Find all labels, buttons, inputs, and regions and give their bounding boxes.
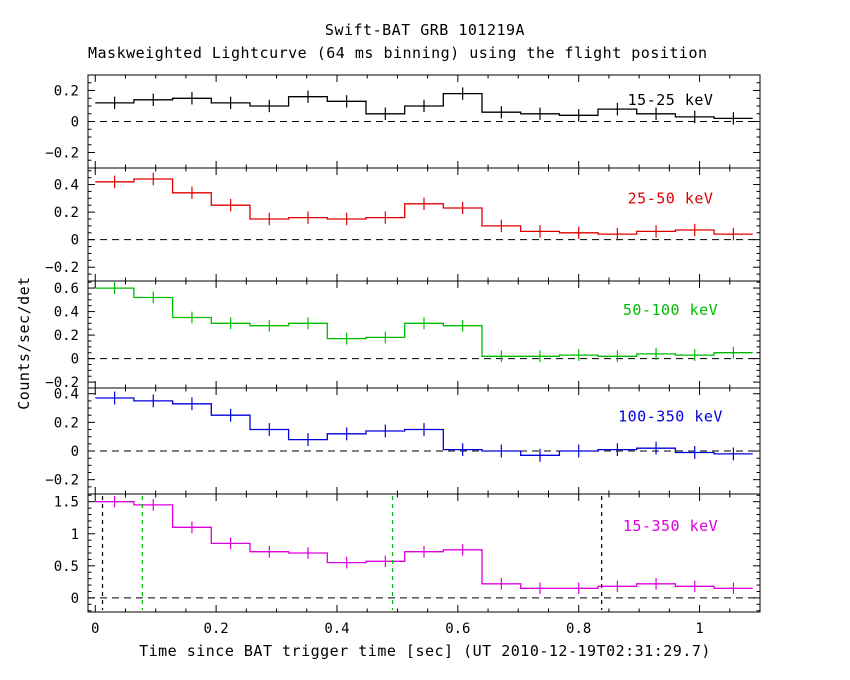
svg-text:0: 0	[71, 352, 79, 368]
svg-text:0.4: 0.4	[54, 178, 79, 194]
svg-text:0.4: 0.4	[54, 387, 79, 403]
svg-text:0.2: 0.2	[54, 328, 79, 344]
svg-text:0.2: 0.2	[54, 415, 79, 431]
svg-text:1: 1	[695, 621, 703, 637]
svg-text:15-25 keV: 15-25 keV	[628, 91, 714, 109]
svg-text:15-350 keV: 15-350 keV	[623, 517, 718, 535]
x-axis-label: Time since BAT trigger time [sec] (UT 20…	[139, 642, 711, 660]
svg-text:0.5: 0.5	[54, 559, 79, 575]
svg-text:25-50 keV: 25-50 keV	[628, 190, 714, 208]
svg-text:−0.2: −0.2	[45, 473, 79, 489]
svg-text:100-350 keV: 100-350 keV	[618, 408, 723, 426]
svg-text:−0.2: −0.2	[45, 146, 79, 162]
svg-text:0.2: 0.2	[54, 205, 79, 221]
svg-text:0.4: 0.4	[324, 621, 349, 637]
svg-text:0.8: 0.8	[566, 621, 591, 637]
svg-text:0: 0	[91, 621, 99, 637]
figure-subtitle: Maskweighted Lightcurve (64 ms binning) …	[88, 44, 708, 62]
svg-text:1.5: 1.5	[54, 495, 79, 511]
svg-text:0.6: 0.6	[54, 281, 79, 297]
svg-text:0: 0	[71, 115, 79, 131]
svg-text:0.2: 0.2	[54, 84, 79, 100]
svg-text:0: 0	[71, 233, 79, 249]
svg-text:−0.2: −0.2	[45, 375, 79, 391]
svg-text:1: 1	[71, 527, 79, 543]
svg-text:0: 0	[71, 591, 79, 607]
svg-text:0.6: 0.6	[445, 621, 470, 637]
svg-text:50-100 keV: 50-100 keV	[623, 301, 718, 319]
svg-text:0.4: 0.4	[54, 305, 79, 321]
svg-text:−0.2: −0.2	[45, 260, 79, 276]
svg-text:0.2: 0.2	[203, 621, 228, 637]
figure-title: Swift-BAT GRB 101219A	[324, 21, 526, 39]
svg-text:0: 0	[71, 444, 79, 460]
